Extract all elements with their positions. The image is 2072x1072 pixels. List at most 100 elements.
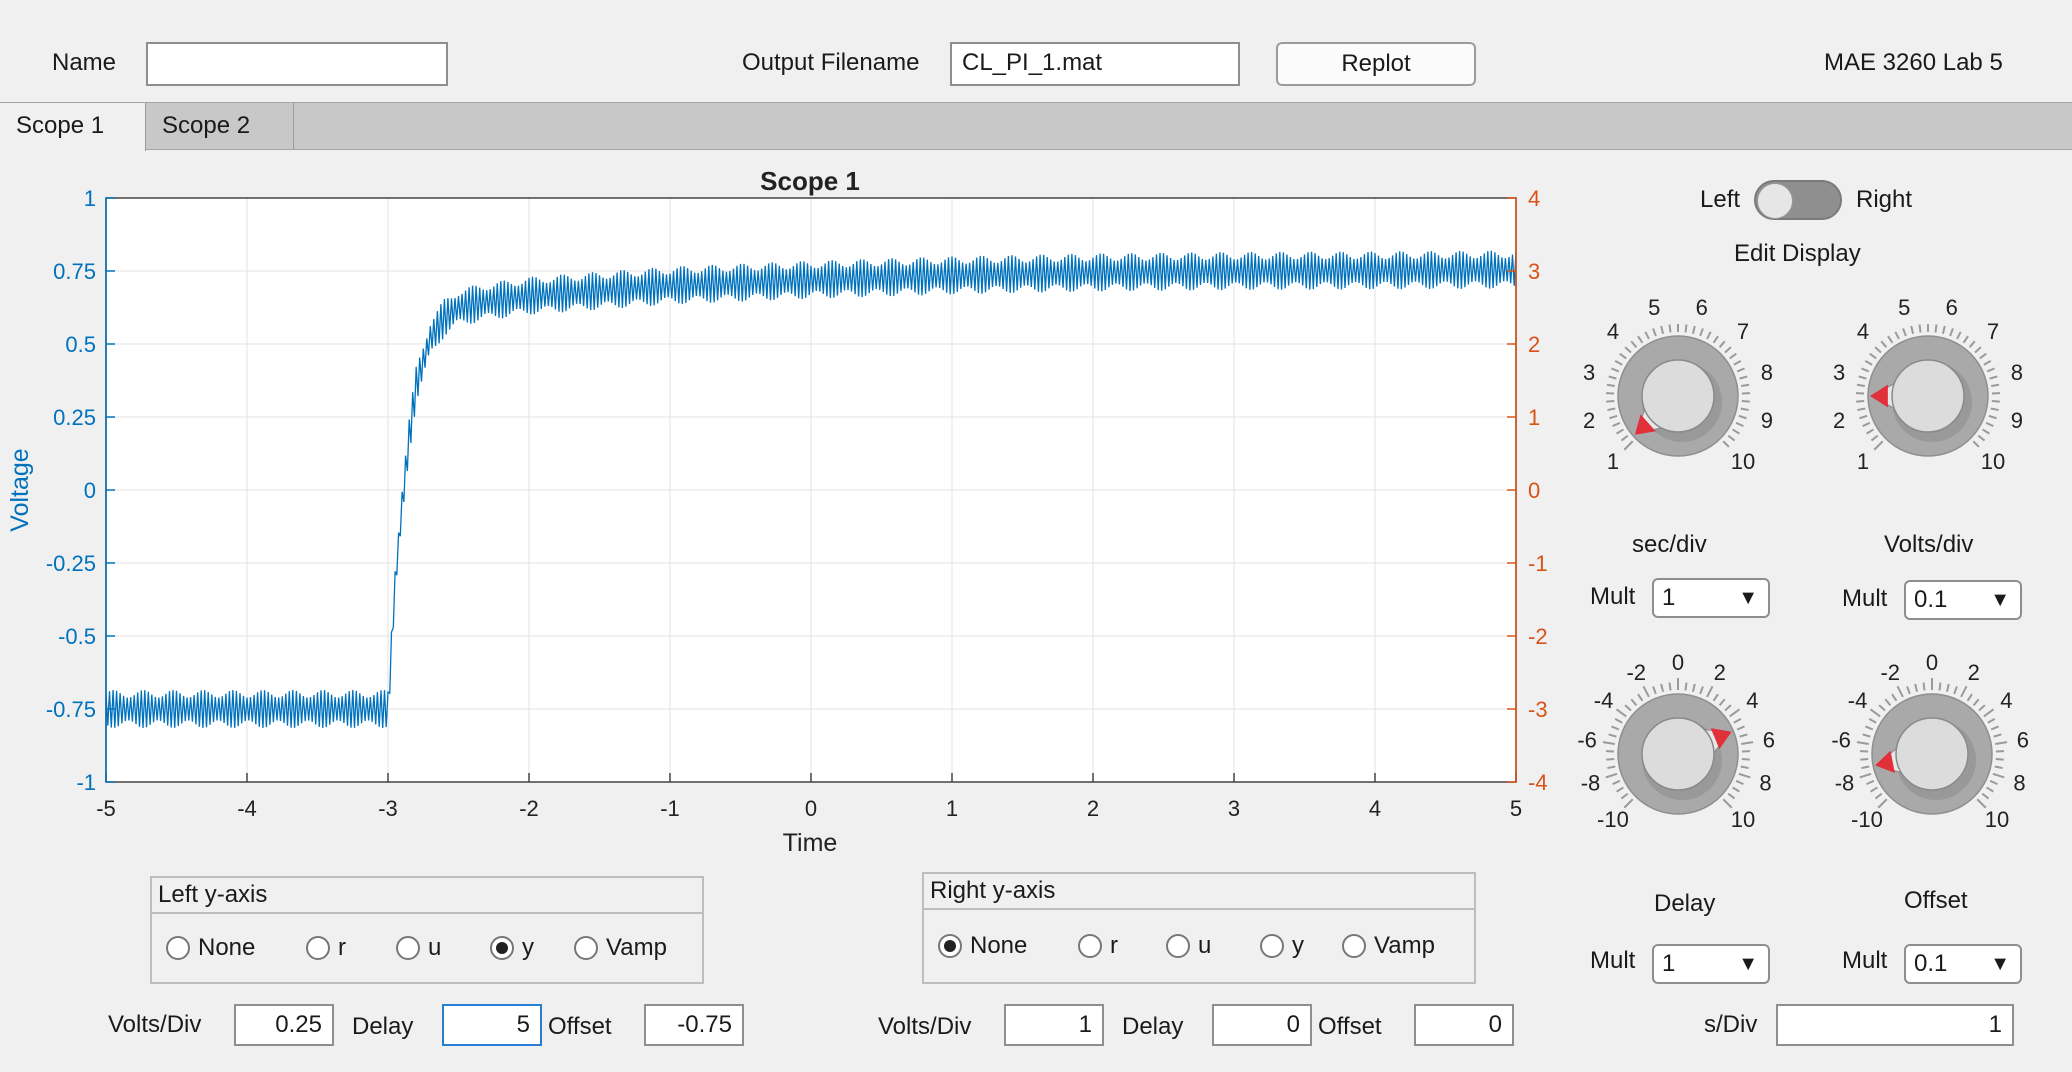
- left-radio-y[interactable]: y: [490, 934, 534, 962]
- radio-icon[interactable]: [1342, 934, 1366, 958]
- knob-scale-label: 1: [1857, 449, 1869, 474]
- radio-icon[interactable]: [1166, 934, 1190, 958]
- name-input[interactable]: [146, 42, 448, 86]
- knob-tick: [1741, 758, 1750, 761]
- right-radio-y[interactable]: y: [1260, 932, 1304, 960]
- left-volts-div-input[interactable]: 0.25: [234, 1004, 334, 1046]
- knob-tick: [1990, 725, 1999, 731]
- knob-tick: [1902, 328, 1907, 337]
- x-axis-label: Time: [783, 829, 838, 857]
- left-y-axis-title: Left y-axis: [152, 878, 702, 914]
- knob-tick: [1988, 414, 1997, 420]
- knob-tick: [1637, 693, 1644, 702]
- radio-icon[interactable]: [396, 936, 420, 960]
- delay-knob-label: Delay: [1654, 890, 1716, 917]
- y-tick-label-left: -0.25: [46, 551, 96, 576]
- knob-tick: [1945, 683, 1950, 693]
- chevron-down-icon: ▼: [1990, 953, 2010, 975]
- tab-scope-2[interactable]: Scope 2: [146, 103, 294, 149]
- knob-tick: [1624, 346, 1632, 354]
- right-delay-input[interactable]: 0: [1212, 1004, 1312, 1046]
- knob-cap[interactable]: [1895, 717, 1969, 791]
- knob-tick: [1739, 733, 1748, 738]
- delay-mult-dropdown[interactable]: 1 ▼: [1652, 944, 1770, 984]
- offset-mult-dropdown[interactable]: 0.1 ▼: [1904, 944, 2022, 984]
- knob-cap[interactable]: [1641, 717, 1715, 791]
- tab-scope-1[interactable]: Scope 1: [0, 103, 146, 151]
- x-tick-label: -5: [96, 796, 116, 821]
- left-radio-r[interactable]: r: [306, 934, 346, 962]
- chevron-down-icon: ▼: [1990, 589, 2010, 611]
- left-offset-input[interactable]: -0.75: [644, 1004, 744, 1046]
- right-radio-none[interactable]: None: [938, 932, 1027, 960]
- knob-tick: [1740, 407, 1749, 412]
- knob-tick: [1739, 375, 1748, 380]
- knob-scale-label: -10: [1851, 807, 1883, 832]
- knob-cap[interactable]: [1641, 359, 1715, 433]
- left-radio-none[interactable]: None: [166, 934, 255, 962]
- offset-knob[interactable]: -10 -8 -6 -4 -2 0 246 810: [1831, 650, 2029, 832]
- knob-tick: [1934, 324, 1938, 333]
- right-volts-div-input[interactable]: 1: [1004, 1004, 1104, 1046]
- knob-tick: [1906, 686, 1911, 695]
- volts-mult-label: Mult: [1842, 585, 1888, 612]
- radio-icon[interactable]: [306, 936, 330, 960]
- knob-tick: [1606, 758, 1615, 761]
- knob-tick: [1977, 434, 1986, 442]
- output-filename-label: Output Filename: [742, 49, 920, 76]
- knob-scale-label: 10: [1985, 807, 2009, 832]
- knob-tick: [1864, 359, 1873, 366]
- right-offset-input[interactable]: 0: [1414, 1004, 1514, 1046]
- knob-tick: [1989, 375, 1998, 380]
- toggle-knob[interactable]: [1757, 183, 1793, 219]
- radio-icon[interactable]: [574, 936, 598, 960]
- knob-tick: [1874, 792, 1883, 800]
- right-radio-u[interactable]: u: [1166, 932, 1211, 960]
- right-radio-vamp[interactable]: Vamp: [1342, 932, 1435, 960]
- chevron-down-icon: ▼: [1738, 953, 1758, 975]
- knob-tick: [1732, 786, 1740, 793]
- left-radio-u[interactable]: u: [396, 934, 441, 962]
- toggle-right-label: Right: [1856, 186, 1913, 213]
- knob-tick: [1974, 346, 1982, 354]
- y-tick-label-left: 0.75: [53, 259, 96, 284]
- replot-button[interactable]: Replot: [1276, 42, 1476, 86]
- radio-icon[interactable]: [1260, 934, 1284, 958]
- radio-selected-icon[interactable]: [938, 934, 962, 958]
- knob-tick: [1987, 717, 1996, 724]
- left-radio-vamp[interactable]: Vamp: [574, 934, 667, 962]
- left-right-toggle[interactable]: [1754, 180, 1842, 220]
- knob-tick: [1623, 798, 1634, 809]
- right-volts-div-label: Volts/Div: [878, 1013, 972, 1040]
- radio-icon[interactable]: [166, 936, 190, 960]
- knob-tick: [1724, 704, 1732, 712]
- output-filename-input[interactable]: CL_PI_1.mat: [950, 42, 1240, 86]
- knob-tick: [1877, 798, 1888, 809]
- left-delay-input[interactable]: 5: [442, 1004, 542, 1046]
- knob-tick: [1978, 704, 1986, 712]
- x-tick-label: 0: [805, 796, 817, 821]
- toggle-left-label: Left: [1700, 186, 1741, 213]
- radio-icon[interactable]: [1078, 934, 1102, 958]
- radio-selected-icon[interactable]: [490, 936, 514, 960]
- knob-tick: [1894, 331, 1900, 340]
- knob-tick: [1995, 741, 2008, 745]
- knob-scale-label: 4: [1607, 319, 1619, 344]
- knob-scale-label: 8: [2013, 770, 2025, 795]
- knob-tick: [1630, 698, 1638, 706]
- sec-mult-dropdown[interactable]: 1 ▼: [1652, 578, 1770, 618]
- knob-cap[interactable]: [1891, 359, 1965, 433]
- knob-tick: [1949, 328, 1954, 337]
- knob-tick: [1691, 683, 1696, 693]
- volts-mult-dropdown[interactable]: 0.1 ▼: [1904, 580, 2022, 620]
- left-offset-label: Offset: [548, 1013, 612, 1040]
- knob-tick: [1990, 407, 1999, 412]
- right-radio-r[interactable]: r: [1078, 932, 1118, 960]
- s-div-input[interactable]: 1: [1776, 1004, 2014, 1046]
- knob-tick: [1986, 786, 1994, 793]
- knob-tick: [1891, 693, 1898, 702]
- delay-knob[interactable]: -10 -8 -6 -4 -2 0 246 810: [1577, 650, 1775, 832]
- offset-mult-label: Mult: [1842, 947, 1888, 974]
